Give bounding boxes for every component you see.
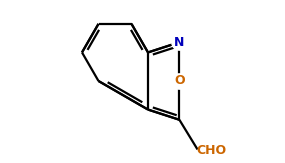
- Text: O: O: [174, 74, 185, 88]
- Text: N: N: [174, 36, 185, 49]
- Text: CHO: CHO: [196, 144, 227, 157]
